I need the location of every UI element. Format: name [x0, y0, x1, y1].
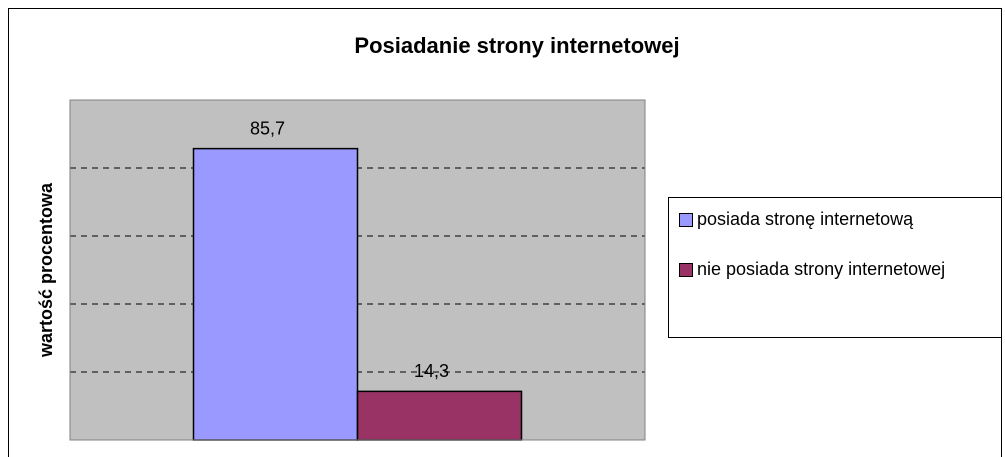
legend-swatch [679, 263, 693, 277]
plot-border [69, 99, 646, 441]
legend-entry: nie posiada strony internetowej [679, 258, 995, 280]
legend-label: posiada stronę internetową [697, 209, 914, 229]
legend: posiada stronę internetową nie posiada st… [668, 197, 1002, 338]
legend-swatch [679, 213, 693, 227]
legend-label: nie posiada strony internetowej [697, 259, 946, 279]
bar [356, 390, 523, 441]
data-label: 85,7 [250, 118, 285, 138]
legend-entry: posiada stronę internetową [679, 208, 995, 230]
bar [192, 147, 359, 441]
chart-title: Posiadanie strony internetowej [354, 33, 679, 58]
data-label: 14,3 [414, 361, 449, 381]
y-axis-label: wartość procentowa [36, 182, 56, 358]
